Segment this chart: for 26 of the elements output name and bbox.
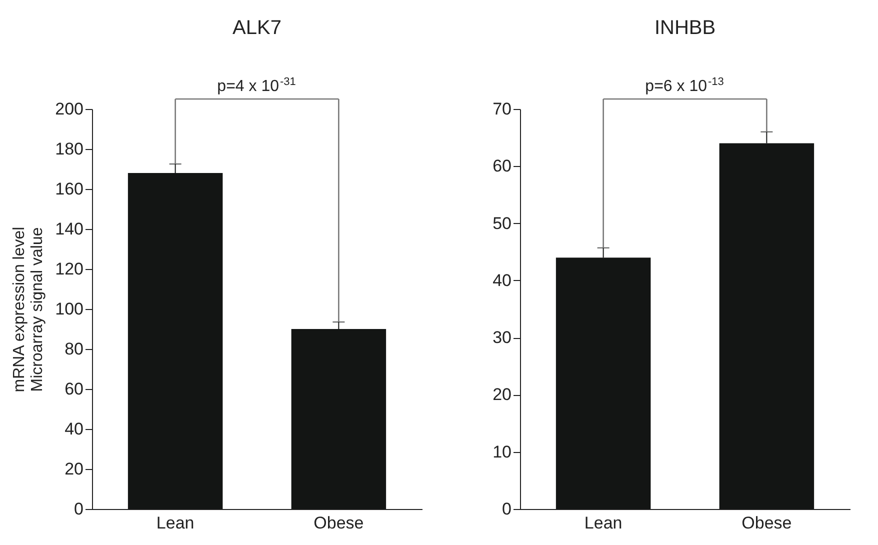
y-tick-label: 0 xyxy=(74,500,84,518)
x-tick-label: Lean xyxy=(584,514,622,532)
chart-title: INHBB xyxy=(654,17,716,39)
y-tick-label: 140 xyxy=(55,220,84,238)
y-tick-label: 10 xyxy=(492,442,512,462)
y-tick-label: 40 xyxy=(492,270,512,290)
y-tick-label: 50 xyxy=(492,214,512,233)
y-tick-label: 200 xyxy=(55,100,84,118)
y-tick-label: 20 xyxy=(64,460,84,478)
y-tick-label: 60 xyxy=(492,156,512,176)
y-tick-label: 100 xyxy=(55,300,84,318)
y-tick-label: 70 xyxy=(492,100,512,118)
y-tick-label: 160 xyxy=(55,180,84,198)
x-tick-label: Obese xyxy=(742,514,792,532)
y-tick-label: 30 xyxy=(492,328,512,348)
y-tick-label: 180 xyxy=(55,140,84,158)
y-axis-title: mRNA expression level Microarray signal value xyxy=(11,226,46,392)
chart-title: ALK7 xyxy=(232,17,282,39)
y-tick-label: 120 xyxy=(55,260,84,278)
y-tick-label: 80 xyxy=(64,340,84,358)
y-tick-label: 0 xyxy=(502,500,512,518)
x-tick-label: Lean xyxy=(156,514,194,532)
y-tick-label: 20 xyxy=(492,385,512,404)
y-tick-label: 40 xyxy=(64,420,84,438)
x-tick-label: Obese xyxy=(314,514,364,532)
y-tick-label: 60 xyxy=(64,380,84,398)
